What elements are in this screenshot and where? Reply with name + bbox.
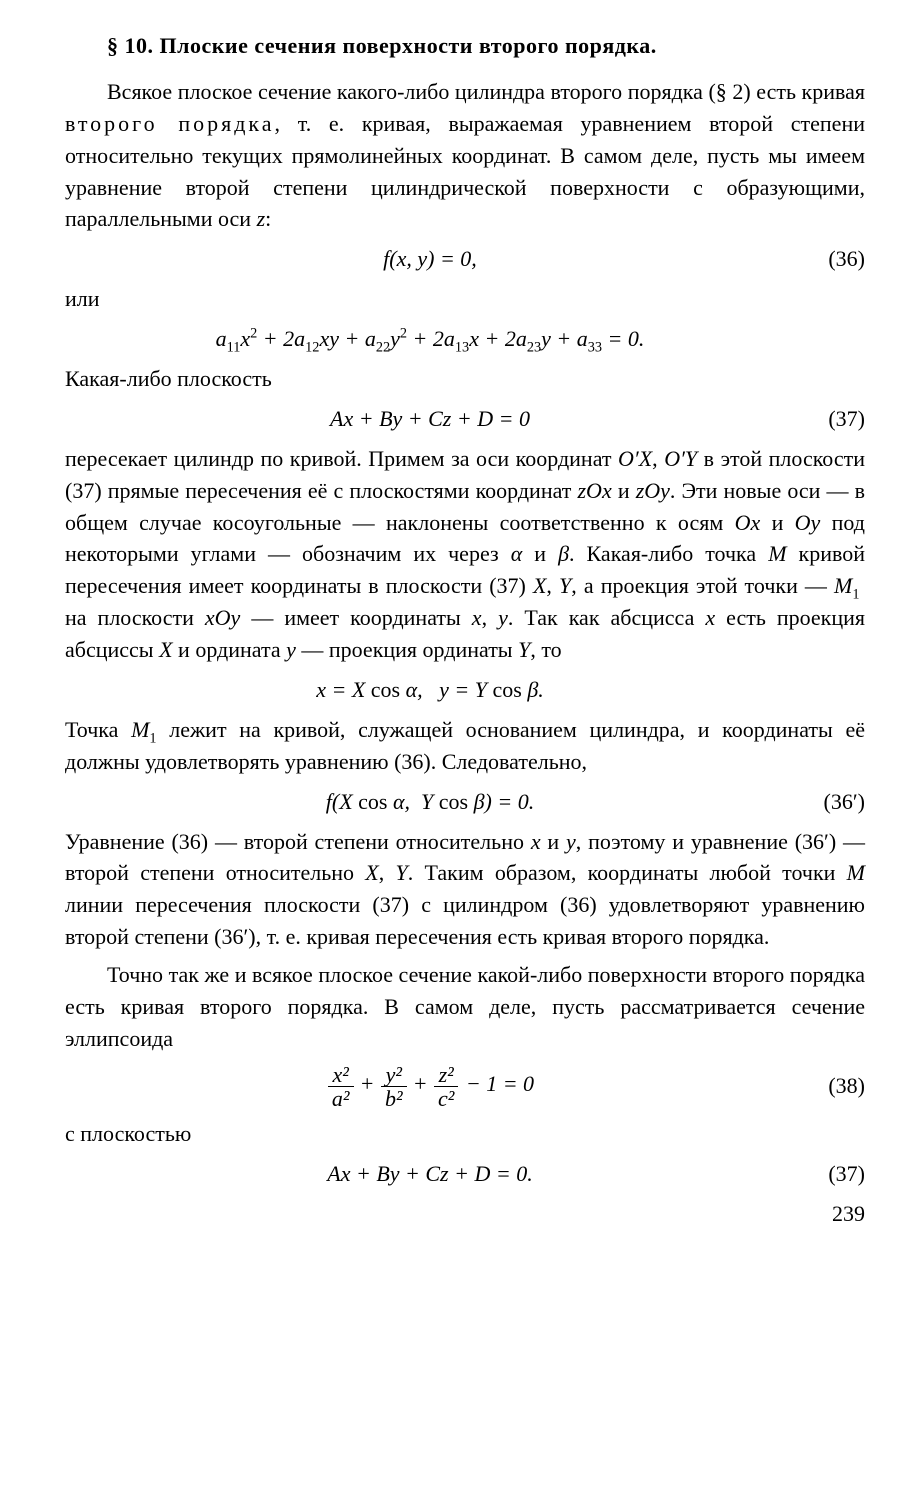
- frac-z2c2-den: c²: [434, 1087, 458, 1110]
- frac-x2a2: x² a²: [328, 1063, 354, 1110]
- page-number: 239: [65, 1198, 865, 1230]
- paragraph-7: с плоскостью: [65, 1118, 865, 1150]
- equation-37-body: Ax + By + Cz + D = 0: [330, 406, 530, 431]
- paragraph-4: Точка M1 лежит на кривой, служащей основ…: [65, 714, 865, 778]
- equation-36-expanded-row: a11x2 + 2a12xy + a22y2 + 2a13x + 2a23y +…: [65, 323, 865, 355]
- equation-37b-row: Ax + By + Cz + D = 0. (37): [65, 1158, 865, 1190]
- paragraph-6: Точно так же и всякое плоское сечение ка…: [65, 959, 865, 1055]
- equation-37-row: Ax + By + Cz + D = 0 (37): [65, 403, 865, 435]
- equation-36p-body: f(X cos α, Y cos β) = 0.: [326, 789, 534, 814]
- frac-y2b2: y² b²: [381, 1063, 407, 1110]
- word-or: или: [65, 283, 865, 315]
- equation-37-number: (37): [795, 403, 865, 435]
- equation-xy-row: x = X cos α, y = Y cos β.: [65, 674, 865, 706]
- equation-38: x² a² + y² b² + z² c² − 1 = 0: [65, 1063, 795, 1110]
- equation-38-number: (38): [795, 1070, 865, 1102]
- equation-xy-body: x = X cos α, y = Y cos β.: [316, 677, 544, 702]
- equation-36-number: (36): [795, 243, 865, 275]
- section-title: § 10. Плоские сечения поверхности второг…: [65, 30, 865, 62]
- frac-z2c2: z² c²: [434, 1063, 458, 1110]
- frac-x2a2-num: x²: [328, 1063, 354, 1087]
- equation-37b-number: (37): [795, 1158, 865, 1190]
- equation-38-body: x² a² + y² b² + z² c² − 1 = 0: [326, 1071, 534, 1096]
- equation-36-expanded-body: a11x2 + 2a12xy + a22y2 + 2a13x + 2a23y +…: [216, 326, 645, 351]
- equation-37b-body: Ax + By + Cz + D = 0.: [327, 1161, 532, 1186]
- paragraph-1: Всякое плоское сечение какого-либо цилин…: [65, 76, 865, 235]
- frac-y2b2-num: y²: [381, 1063, 407, 1087]
- paragraph-2: Какая-либо плоскость: [65, 363, 865, 395]
- equation-36-row: f(x, y) = 0, (36): [65, 243, 865, 275]
- equation-37b: Ax + By + Cz + D = 0.: [65, 1158, 795, 1190]
- equation-36-body: f(x, y) = 0,: [383, 246, 477, 271]
- equation-38-row: x² a² + y² b² + z² c² − 1 = 0 (38): [65, 1063, 865, 1110]
- p1-spaced-term: второго порядка: [65, 111, 275, 136]
- paragraph-5: Уравнение (36) — второй степени относите…: [65, 826, 865, 954]
- p1-colon: :: [265, 206, 271, 231]
- equation-36p-row: f(X cos α, Y cos β) = 0. (36′): [65, 786, 865, 818]
- eq38-tail: − 1 = 0: [466, 1071, 534, 1096]
- equation-36p: f(X cos α, Y cos β) = 0.: [65, 786, 795, 818]
- equation-37: Ax + By + Cz + D = 0: [65, 403, 795, 435]
- equation-36p-number: (36′): [795, 786, 865, 818]
- paragraph-3: пересекает цилиндр по кривой. Примем за …: [65, 443, 865, 666]
- equation-36-expanded: a11x2 + 2a12xy + a22y2 + 2a13x + 2a23y +…: [65, 323, 795, 355]
- frac-x2a2-den: a²: [328, 1087, 354, 1110]
- frac-y2b2-den: b²: [381, 1087, 407, 1110]
- p1-pre: Всякое плоское сечение какого-либо цилин…: [107, 79, 865, 104]
- equation-xy: x = X cos α, y = Y cos β.: [65, 674, 795, 706]
- p1-var-z: z: [257, 206, 266, 231]
- frac-z2c2-num: z²: [434, 1063, 458, 1087]
- equation-36: f(x, y) = 0,: [65, 243, 795, 275]
